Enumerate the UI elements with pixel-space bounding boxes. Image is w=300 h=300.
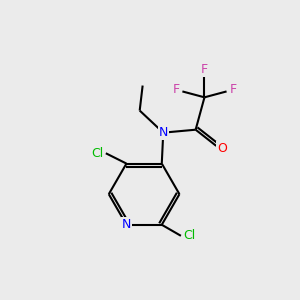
Text: N: N <box>122 218 131 231</box>
Text: Cl: Cl <box>92 147 104 160</box>
Text: N: N <box>159 126 168 139</box>
Text: F: F <box>201 63 208 76</box>
Text: F: F <box>230 83 237 97</box>
Text: F: F <box>172 83 179 97</box>
Text: O: O <box>217 142 227 155</box>
Text: Cl: Cl <box>183 229 195 242</box>
